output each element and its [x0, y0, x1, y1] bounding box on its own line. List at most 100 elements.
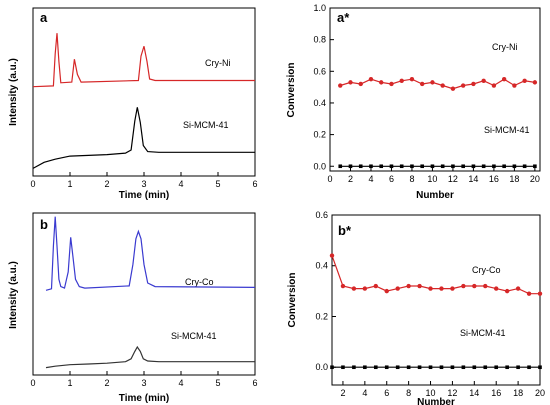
x-tick-label-b_star: 20 — [535, 388, 545, 398]
y-axis-title-b: Intensity (a.u.) — [8, 261, 19, 329]
data-point-si-mcm-41-b_star — [472, 365, 477, 370]
data-point-cry-ni-a_star — [532, 80, 538, 85]
x-tick-label-a: 4 — [178, 179, 183, 189]
x-axis-title-a: Time (min) — [119, 190, 169, 201]
plot-frame-a — [32, 7, 256, 177]
data-point-cry-ni-a_star — [338, 83, 343, 88]
data-point-si-mcm-41-b_star — [461, 365, 466, 370]
series-label-si-mcm-41-b-star: Si-MCM-41 — [460, 328, 506, 338]
data-point-cry-co-b_star — [483, 283, 488, 289]
data-point-cry-ni-a_star — [389, 81, 394, 87]
data-point-si-mcm-41-b_star — [373, 365, 378, 370]
y-tick-label-a_star: 0.0 — [313, 161, 326, 171]
x-axis-title-a-star: Number — [416, 190, 454, 201]
x-tick-label-a: 0 — [30, 179, 35, 189]
data-point-si-mcm-41-b_star — [395, 365, 400, 370]
data-point-cry-ni-a_star — [409, 77, 415, 82]
series-label-cry-ni-a-star: Cry-Ni — [492, 42, 518, 52]
data-point-cry-ni-a_star — [440, 83, 445, 88]
data-point-si-mcm-41-a_star — [420, 164, 424, 169]
data-point-si-mcm-41-b_star — [363, 365, 367, 370]
data-point-cry-co-b_star — [395, 286, 400, 291]
x-tick-label-a: 2 — [104, 179, 109, 189]
data-point-si-mcm-41-a_star — [533, 164, 537, 169]
data-point-cry-ni-a_star — [379, 80, 384, 85]
data-point-cry-co-b_star — [450, 286, 455, 291]
data-point-si-mcm-41-a_star — [461, 164, 465, 169]
x-tick-label-b_star: 10 — [426, 388, 436, 398]
series-line-cry-co-b — [45, 216, 256, 291]
data-point-cry-ni-a_star — [358, 81, 363, 87]
data-point-si-mcm-41-a_star — [440, 164, 445, 169]
x-axis-title-b-star: Number — [417, 397, 455, 405]
y-tick-label-a_star: 0.8 — [313, 35, 326, 45]
data-point-si-mcm-41-b_star — [439, 365, 444, 370]
data-point-si-mcm-41-a_star — [451, 164, 455, 169]
x-tick-label-a_star: 12 — [448, 174, 458, 184]
x-tick-label-a: 5 — [215, 179, 220, 189]
data-point-si-mcm-41-b_star — [450, 365, 455, 370]
x-tick-label-b: 5 — [215, 378, 220, 388]
series-line-si-mcm-41-a — [32, 107, 255, 169]
data-point-si-mcm-41-a_star — [358, 164, 363, 169]
data-point-si-mcm-41-b_star — [428, 365, 433, 370]
data-point-cry-ni-a_star — [460, 83, 466, 88]
series-label-si-mcm-41-a-star: Si-MCM-41 — [484, 125, 530, 135]
x-tick-label-a_star: 16 — [489, 174, 499, 184]
x-axis-title-b: Time (min) — [119, 393, 169, 404]
data-point-si-mcm-41-a_star — [492, 164, 496, 169]
data-point-cry-co-b_star — [373, 283, 378, 289]
x-tick-label-a_star: 8 — [409, 174, 414, 184]
data-point-cry-co-b_star — [417, 283, 422, 289]
data-point-si-mcm-41-b_star — [330, 365, 334, 370]
plot-frame-b_star — [331, 214, 541, 386]
data-point-si-mcm-41-a_star — [481, 164, 486, 169]
data-point-si-mcm-41-b_star — [505, 365, 509, 370]
series-label-cry-ni-a: Cry-Ni — [205, 58, 231, 68]
x-tick-label-b_star: 8 — [406, 388, 411, 398]
y-axis-title-a-star: Conversion — [286, 62, 297, 117]
chart-panel-b-star: b* Conversion Number Cry-Co Si-MCM-41 2 4… — [287, 210, 545, 405]
data-point-si-mcm-41-b_star — [341, 365, 345, 370]
data-point-cry-co-b_star — [439, 286, 444, 291]
data-point-si-mcm-41-a_star — [471, 164, 476, 169]
x-tick-label-a_star: 2 — [348, 174, 353, 184]
data-point-cry-ni-a_star — [419, 81, 425, 87]
x-tick-label-b_star: 16 — [491, 388, 501, 398]
chart-panel-a-star: a* Conversion Number Cry-Ni Si-MCM-41 0 2… — [286, 3, 541, 201]
data-point-si-mcm-41-a_star — [348, 164, 353, 169]
data-point-si-mcm-41-b_star — [483, 365, 488, 370]
data-point-cry-ni-a_star — [481, 78, 486, 83]
x-tick-label-a_star: 6 — [389, 174, 394, 184]
data-point-cry-co-b_star — [472, 283, 477, 289]
data-point-cry-co-b_star — [406, 283, 411, 289]
x-tick-label-a_star: 14 — [468, 174, 478, 184]
series-label-si-mcm-41-a: Si-MCM-41 — [183, 120, 229, 130]
plot-frame-b — [32, 212, 256, 376]
data-point-cry-co-b_star — [504, 288, 510, 294]
x-tick-label-b_star: 2 — [340, 388, 345, 398]
x-tick-label-a_star: 18 — [509, 174, 519, 184]
data-point-si-mcm-41-a_star — [410, 164, 414, 169]
data-point-cry-ni-a_star — [399, 78, 404, 83]
chart-panel-b: b Intensity (a.u.) Time (min) Cry-Co Si-… — [8, 212, 258, 404]
data-point-si-mcm-41-a_star — [522, 164, 527, 169]
data-point-cry-ni-a_star — [512, 83, 517, 88]
data-point-si-mcm-41-b_star — [352, 365, 356, 370]
panel-label-b: b — [40, 217, 48, 232]
x-tick-label-a: 3 — [141, 179, 146, 189]
data-point-si-mcm-41-a_star — [399, 164, 404, 169]
data-point-si-mcm-41-b_star — [406, 365, 411, 370]
data-point-si-mcm-41-b_star — [516, 365, 520, 370]
y-tick-label-b_star: 0.2 — [315, 311, 328, 321]
data-point-si-mcm-41-b_star — [494, 365, 499, 370]
data-point-si-mcm-41-b_star — [538, 365, 542, 370]
data-point-si-mcm-41-b_star — [527, 365, 531, 370]
series-label-si-mcm-41-b: Si-MCM-41 — [171, 331, 217, 341]
data-point-si-mcm-41-a_star — [338, 164, 343, 169]
data-point-cry-co-b_star — [351, 286, 357, 291]
series-label-cry-co-b-star: Cry-Co — [472, 265, 501, 275]
x-tick-label-a: 6 — [252, 179, 257, 189]
data-point-cry-ni-a_star — [501, 77, 507, 82]
data-point-cry-co-b_star — [461, 283, 466, 289]
